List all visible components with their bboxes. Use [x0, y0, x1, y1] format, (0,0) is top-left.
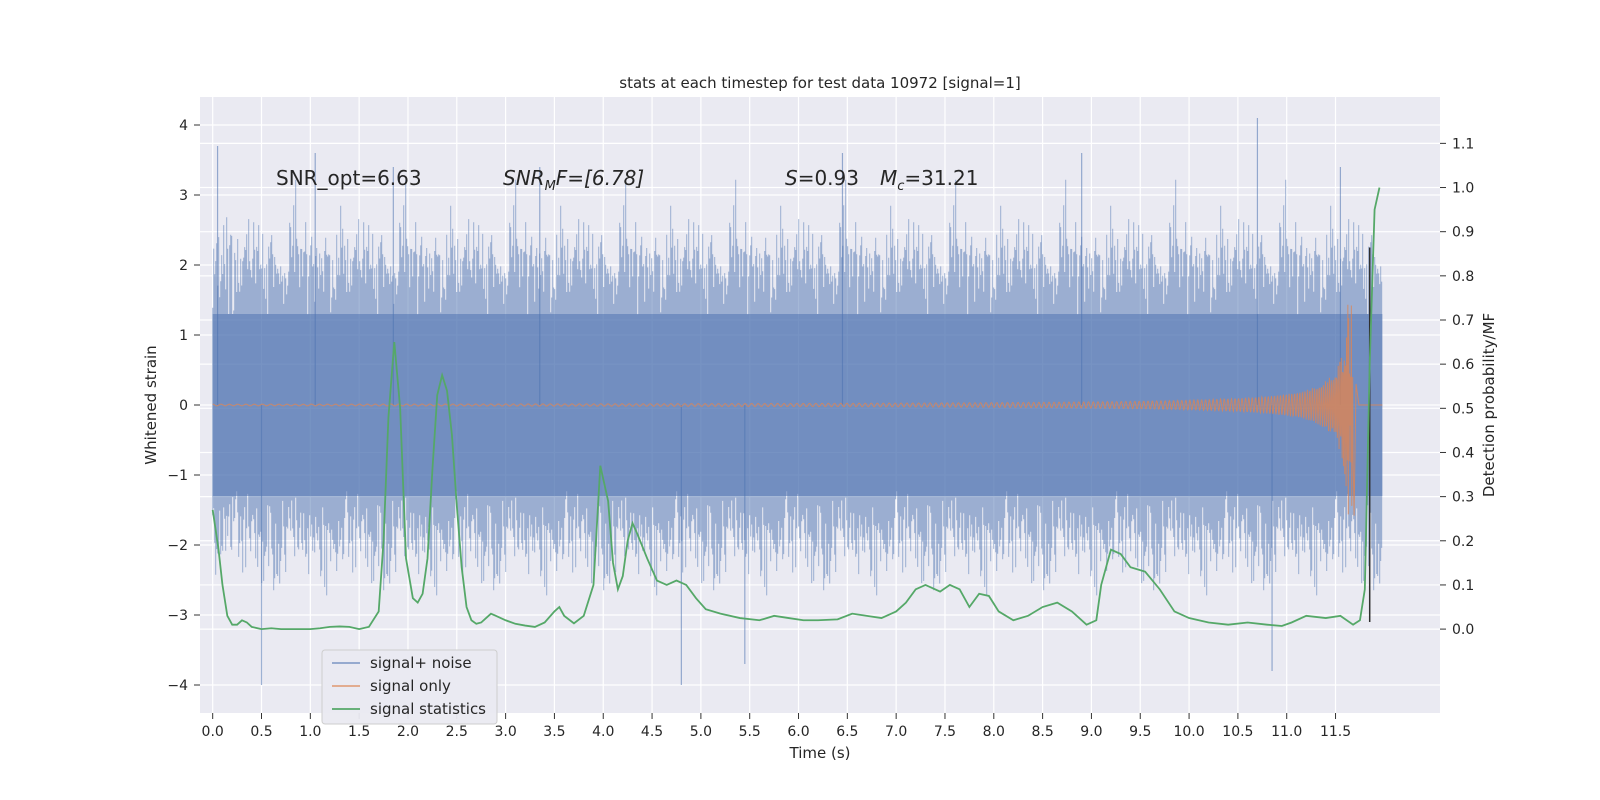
- x-tick-label: 4.5: [641, 724, 663, 740]
- x-tick-label: 0.5: [250, 724, 272, 740]
- x-tick-label: 6.5: [836, 724, 858, 740]
- x-tick-label: 11.0: [1271, 724, 1302, 740]
- annotation-snr-mf: SNRMF=[6.78]: [503, 166, 644, 194]
- x-tick-label: 1.0: [299, 724, 321, 740]
- y2-tick-label: 0.4: [1452, 445, 1474, 461]
- y-tick-label: 4: [179, 118, 188, 134]
- y-tick-label: 1: [179, 328, 188, 344]
- y2-tick-label: 0.8: [1452, 269, 1474, 285]
- x-tick-label: 10.5: [1222, 724, 1253, 740]
- y-axis-label: Whitened strain: [142, 345, 160, 464]
- y2-tick-label: 0.1: [1452, 578, 1474, 594]
- legend-box: [321, 649, 498, 725]
- x-tick-label: 7.5: [934, 724, 956, 740]
- y-tick-label: −2: [167, 538, 188, 554]
- x-tick-label: 10.0: [1173, 724, 1204, 740]
- y-axis-ticks: −4 −3 −2 −1 0 1 2 3 4: [167, 118, 200, 694]
- y-tick-label: −3: [167, 608, 188, 624]
- legend: signal+ noise signal only signal statist…: [321, 649, 498, 725]
- y2-tick-label: 0.5: [1452, 401, 1474, 417]
- x-axis-label: Time (s): [789, 744, 851, 762]
- y-tick-label: 3: [179, 188, 188, 204]
- x-tick-label: 3.5: [543, 724, 565, 740]
- legend-label-signal-statistics: signal statistics: [370, 700, 486, 718]
- y-tick-label: −4: [167, 678, 188, 694]
- series-signal-noise: [212, 118, 1383, 685]
- legend-label-signal-only: signal only: [370, 677, 451, 695]
- chart-title: stats at each timestep for test data 109…: [619, 74, 1020, 92]
- x-tick-label: 3.0: [494, 724, 516, 740]
- x-tick-label: 6.0: [787, 724, 809, 740]
- x-axis-ticks: 0.0 0.5 1.0 1.5 2.0 2.5 3.0 3.5 4.0 4.5 5.0 5.5 6.0 6…: [202, 713, 1351, 740]
- statistics-line: [211, 187, 1381, 631]
- annotation-s-value: S=0.93: [785, 166, 859, 190]
- x-tick-label: 5.0: [690, 724, 712, 740]
- annotation-mc-value: Mc=31.21: [880, 166, 978, 194]
- y-tick-label: 0: [179, 398, 188, 414]
- x-tick-label: 5.5: [739, 724, 761, 740]
- x-tick-label: 2.0: [397, 724, 419, 740]
- chirp-line: [212, 304, 1383, 516]
- y2-tick-label: 0.2: [1452, 534, 1474, 550]
- series-signal-statistics: [211, 187, 1381, 631]
- y2-tick-label: 0.6: [1452, 357, 1474, 373]
- y-tick-label: −1: [167, 468, 188, 484]
- x-tick-label: 8.0: [983, 724, 1005, 740]
- y2-tick-label: 1.1: [1452, 136, 1474, 152]
- x-tick-label: 8.5: [1031, 724, 1053, 740]
- y2-tick-label: 1.0: [1452, 181, 1474, 197]
- x-tick-label: 2.5: [446, 724, 468, 740]
- x-tick-label: 9.5: [1129, 724, 1151, 740]
- y-tick-label: 2: [179, 258, 188, 274]
- x-tick-label: 9.0: [1080, 724, 1102, 740]
- x-tick-label: 0.0: [202, 724, 224, 740]
- x-tick-label: 4.0: [592, 724, 614, 740]
- x-tick-label: 1.5: [348, 724, 370, 740]
- y2-axis-ticks: 0.0 0.1 0.2 0.3 0.4 0.5 0.6 0.7 0.8 0.9 1.0 1.1: [1440, 136, 1474, 638]
- y2-tick-label: 0.9: [1452, 225, 1474, 241]
- y2-tick-label: 0.0: [1452, 622, 1474, 638]
- legend-label-signal-noise: signal+ noise: [370, 654, 472, 672]
- annotation-snr-opt: SNR_opt=6.63: [276, 166, 422, 190]
- series-signal-only: [212, 304, 1383, 516]
- x-tick-label: 7.0: [885, 724, 907, 740]
- y2-axis-label: Detection probability/MF: [1480, 313, 1498, 497]
- y2-tick-label: 0.7: [1452, 313, 1474, 329]
- y2-tick-label: 0.3: [1452, 490, 1474, 506]
- x-tick-label: 11.5: [1320, 724, 1351, 740]
